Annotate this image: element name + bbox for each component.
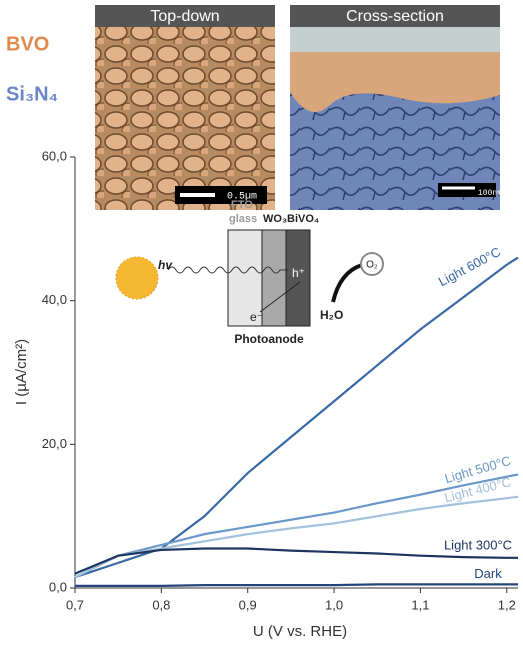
line (75, 584, 518, 585)
x-tick-label: 0,8 (152, 597, 170, 612)
y-tick-label: 20,0 (42, 436, 67, 451)
sem-top-down: Top-down 0.5µm (95, 5, 275, 210)
image-title: Top-down (150, 8, 219, 25)
sem-cross-section: Cross-section 100nm (290, 5, 502, 210)
schematic-label: O₂ (366, 260, 378, 271)
schematic-label: h⁺ (292, 266, 305, 280)
y-tick-label: 40,0 (42, 292, 67, 307)
figure: BVO Si₃N₄ Top-down 0.5µm Cross-section 1… (0, 0, 523, 645)
label-si3n4: Si₃N₄ (6, 83, 58, 105)
y-tick-label: 0,0 (49, 579, 67, 594)
image-title: Cross-section (346, 8, 444, 25)
scale-label: 100nm (478, 189, 502, 198)
x-tick-label: 0,9 (239, 597, 257, 612)
schematic-label: WO₃ (263, 213, 287, 225)
x-tick-label: 1,1 (411, 597, 429, 612)
schematic-label: FTO (231, 199, 253, 211)
schematic-label: BiVO₄ (287, 213, 319, 225)
x-axis-title: U (V vs. RHE) (253, 623, 347, 640)
schematic-label: glass (229, 213, 257, 225)
schematic-label: H₂O (320, 308, 343, 322)
y-axis-title: I (µA/cm²) (13, 339, 30, 405)
schematic-label: e⁻ (250, 310, 263, 324)
label-bvo: BVO (6, 33, 49, 55)
schematic-label: Photoanode (234, 332, 304, 346)
x-tick-label: 1,2 (498, 597, 516, 612)
x-tick-label: 1,0 (325, 597, 343, 612)
x-tick-label: 0,7 (66, 597, 84, 612)
series-label: Dark (474, 566, 502, 581)
schematic-label: hv (158, 258, 173, 272)
schematic: FTO glass WO₃ BiVO₄ hv h⁺ e⁻ O₂ H₂O Phot… (116, 199, 383, 346)
y-tick-label: 60,0 (42, 148, 67, 163)
series-label: Light 600°C (436, 244, 503, 289)
series-label: Light 300°C (444, 537, 512, 552)
